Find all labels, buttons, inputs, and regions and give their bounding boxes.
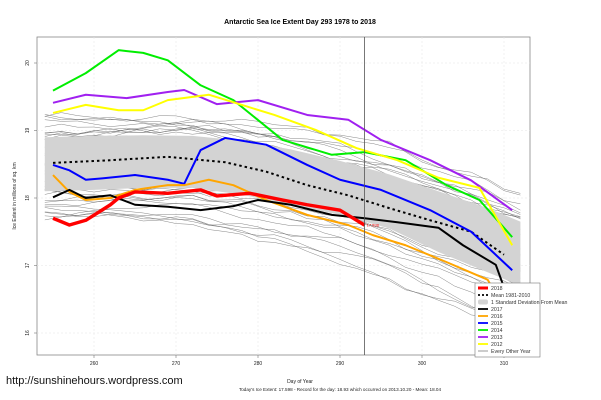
x-tick-label: 270 xyxy=(172,361,181,367)
legend-label: 2016 xyxy=(491,314,503,320)
y-tick-label: 20 xyxy=(25,60,31,66)
legend-label: 2014 xyxy=(491,328,503,334)
sd-band-group xyxy=(44,135,521,286)
series-group xyxy=(52,49,514,323)
other-year-line xyxy=(44,112,521,205)
y-tick-label: 16 xyxy=(25,330,31,336)
current-value-label: 17.598 xyxy=(367,223,380,228)
series-line-2018 xyxy=(52,188,366,227)
other-year-line xyxy=(44,205,521,330)
series-line-2012 xyxy=(52,93,514,246)
other-year-line xyxy=(44,115,521,194)
legend-label: Every Other Year xyxy=(491,349,531,355)
legend-label: 1 Standard Deviation From Mean xyxy=(491,300,568,306)
y-axis-ticks: 16 17 18 19 20 xyxy=(25,60,37,336)
other-year-line xyxy=(44,212,521,334)
legend-label: 2017 xyxy=(491,307,503,313)
watermark-url[interactable]: http://sunshinehours.wordpress.com xyxy=(6,375,183,387)
footer-stats: Today's Ice Extent: 17.598 - Record for … xyxy=(239,387,442,392)
legend-swatch xyxy=(478,299,488,305)
x-tick-label: 310 xyxy=(500,361,509,367)
grid xyxy=(37,37,530,355)
series-line-2017 xyxy=(52,188,514,311)
x-tick-label: 300 xyxy=(418,361,427,367)
other-year-line xyxy=(44,212,521,329)
series-line-2014 xyxy=(52,49,513,238)
y-tick-label: 19 xyxy=(25,128,31,134)
legend-label: 2012 xyxy=(491,342,503,348)
y-tick-label: 18 xyxy=(25,195,31,201)
other-year-line xyxy=(44,203,521,299)
series-line-2015 xyxy=(52,136,513,271)
x-tick-label: 260 xyxy=(90,361,99,367)
y-axis-label: Ice Extent in millions of sq. km xyxy=(12,162,18,229)
other-year-line xyxy=(44,125,521,220)
legend-label: 2015 xyxy=(491,321,503,327)
x-tick-label: 290 xyxy=(336,361,345,367)
x-axis-label: Day of Year xyxy=(287,379,313,385)
chart-title: Antarctic Sea Ice Extent Day 293 1978 to… xyxy=(224,19,376,26)
other-year-line xyxy=(44,211,521,300)
series-line-mean-1981-2010 xyxy=(52,155,505,256)
series-line-2013 xyxy=(52,89,513,211)
sd-band xyxy=(44,135,521,286)
y-tick-label: 17 xyxy=(25,263,31,269)
legend-label: 2013 xyxy=(491,335,503,341)
x-tick-label: 280 xyxy=(254,361,263,367)
x-axis-ticks: 260 270 280 290 300 310 xyxy=(90,355,509,367)
other-year-line xyxy=(44,210,521,327)
legend-label: Mean 1981-2010 xyxy=(491,293,530,299)
series-line-2016 xyxy=(52,174,514,323)
legend-label: 2018 xyxy=(491,286,503,292)
